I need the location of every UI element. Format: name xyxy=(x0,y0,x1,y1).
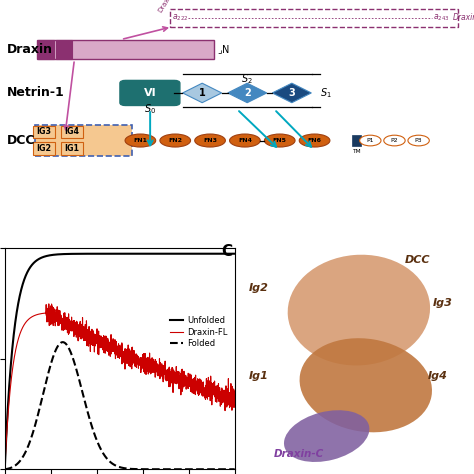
FancyBboxPatch shape xyxy=(56,40,72,59)
Unfolded xyxy=(225,251,231,256)
Draxin-FL xyxy=(114,342,119,348)
Unfolded xyxy=(183,251,189,256)
Unfolded xyxy=(2,466,8,472)
Text: $S_2$: $S_2$ xyxy=(241,72,253,86)
Polygon shape xyxy=(182,83,222,103)
Text: Netrin-1: Netrin-1 xyxy=(7,86,65,100)
Text: IG2: IG2 xyxy=(36,144,52,153)
Ellipse shape xyxy=(195,134,226,147)
Ellipse shape xyxy=(288,255,430,365)
FancyBboxPatch shape xyxy=(33,126,55,138)
Folded xyxy=(183,466,189,472)
Text: DCC: DCC xyxy=(405,255,430,265)
Folded xyxy=(60,339,65,345)
Ellipse shape xyxy=(284,410,369,462)
Ellipse shape xyxy=(264,134,295,147)
Text: $S_0$: $S_0$ xyxy=(144,102,156,116)
Unfolded xyxy=(232,251,237,256)
Line: Folded: Folded xyxy=(5,342,235,469)
Text: C: C xyxy=(221,244,232,259)
FancyBboxPatch shape xyxy=(352,135,361,146)
Text: P1: P1 xyxy=(366,138,374,143)
Line: Unfolded: Unfolded xyxy=(5,254,235,469)
Text: FN1: FN1 xyxy=(133,138,147,143)
Ellipse shape xyxy=(160,134,191,147)
Draxin-FL xyxy=(225,400,231,406)
Text: Drax: Drax xyxy=(157,0,171,14)
Folded xyxy=(232,466,237,472)
Ellipse shape xyxy=(300,338,432,432)
FancyBboxPatch shape xyxy=(35,125,132,156)
Text: VI: VI xyxy=(144,88,156,98)
FancyBboxPatch shape xyxy=(38,40,54,59)
Text: FN6: FN6 xyxy=(308,138,321,143)
Text: Draxin: Draxin xyxy=(7,43,53,56)
Unfolded xyxy=(114,251,119,256)
FancyBboxPatch shape xyxy=(37,39,214,59)
Text: $\lrcorner$N: $\lrcorner$N xyxy=(218,43,230,55)
Ellipse shape xyxy=(125,134,155,147)
Unfolded xyxy=(14,311,19,317)
Text: IG1: IG1 xyxy=(64,144,80,153)
Polygon shape xyxy=(272,83,311,103)
Text: TM: TM xyxy=(352,149,361,154)
Draxin-FL xyxy=(232,388,237,394)
FancyBboxPatch shape xyxy=(61,126,83,138)
Text: FN3: FN3 xyxy=(203,138,217,143)
Text: $a_{243}$: $a_{243}$ xyxy=(433,12,449,23)
Text: DCC: DCC xyxy=(7,134,36,147)
Text: IG3: IG3 xyxy=(36,128,52,137)
Ellipse shape xyxy=(229,134,260,147)
Draxin-FL xyxy=(2,466,8,472)
Legend: Unfolded, Draxin-FL, Folded: Unfolded, Draxin-FL, Folded xyxy=(167,313,230,352)
Text: FN4: FN4 xyxy=(238,138,252,143)
Text: 2: 2 xyxy=(244,88,251,98)
Text: $S_1$: $S_1$ xyxy=(319,86,331,100)
FancyBboxPatch shape xyxy=(33,142,55,155)
Ellipse shape xyxy=(408,135,429,146)
Text: Ig4: Ig4 xyxy=(428,372,448,382)
Ellipse shape xyxy=(384,135,405,146)
Text: IG4: IG4 xyxy=(64,128,80,137)
Draxin-FL xyxy=(183,383,189,388)
Unfolded xyxy=(225,251,231,256)
Folded xyxy=(108,459,113,465)
Text: 1: 1 xyxy=(199,88,206,98)
Line: Draxin-FL: Draxin-FL xyxy=(5,304,235,469)
Text: P2: P2 xyxy=(391,138,398,143)
Folded xyxy=(225,466,231,472)
Unfolded xyxy=(108,251,113,256)
Ellipse shape xyxy=(299,134,330,147)
FancyBboxPatch shape xyxy=(120,81,180,106)
Text: 3: 3 xyxy=(289,88,295,98)
Folded xyxy=(114,463,119,469)
Folded xyxy=(14,462,19,467)
Text: Draxin-C: Draxin-C xyxy=(453,13,474,22)
Text: $a_{222}$: $a_{222}$ xyxy=(172,12,188,23)
Text: Ig1: Ig1 xyxy=(248,372,268,382)
Polygon shape xyxy=(228,83,267,103)
Text: FN2: FN2 xyxy=(168,138,182,143)
Folded xyxy=(225,466,231,472)
Draxin-FL xyxy=(46,301,52,307)
Folded xyxy=(2,466,8,472)
Draxin-FL xyxy=(14,343,19,349)
Draxin-FL xyxy=(108,339,113,345)
Text: Ig2: Ig2 xyxy=(248,283,268,293)
Ellipse shape xyxy=(360,135,381,146)
Draxin-FL xyxy=(225,400,231,406)
Text: Ig3: Ig3 xyxy=(432,299,452,309)
Text: FN5: FN5 xyxy=(273,138,287,143)
FancyBboxPatch shape xyxy=(61,142,83,155)
Text: P3: P3 xyxy=(415,138,422,143)
Text: Draxin-C: Draxin-C xyxy=(274,449,324,459)
